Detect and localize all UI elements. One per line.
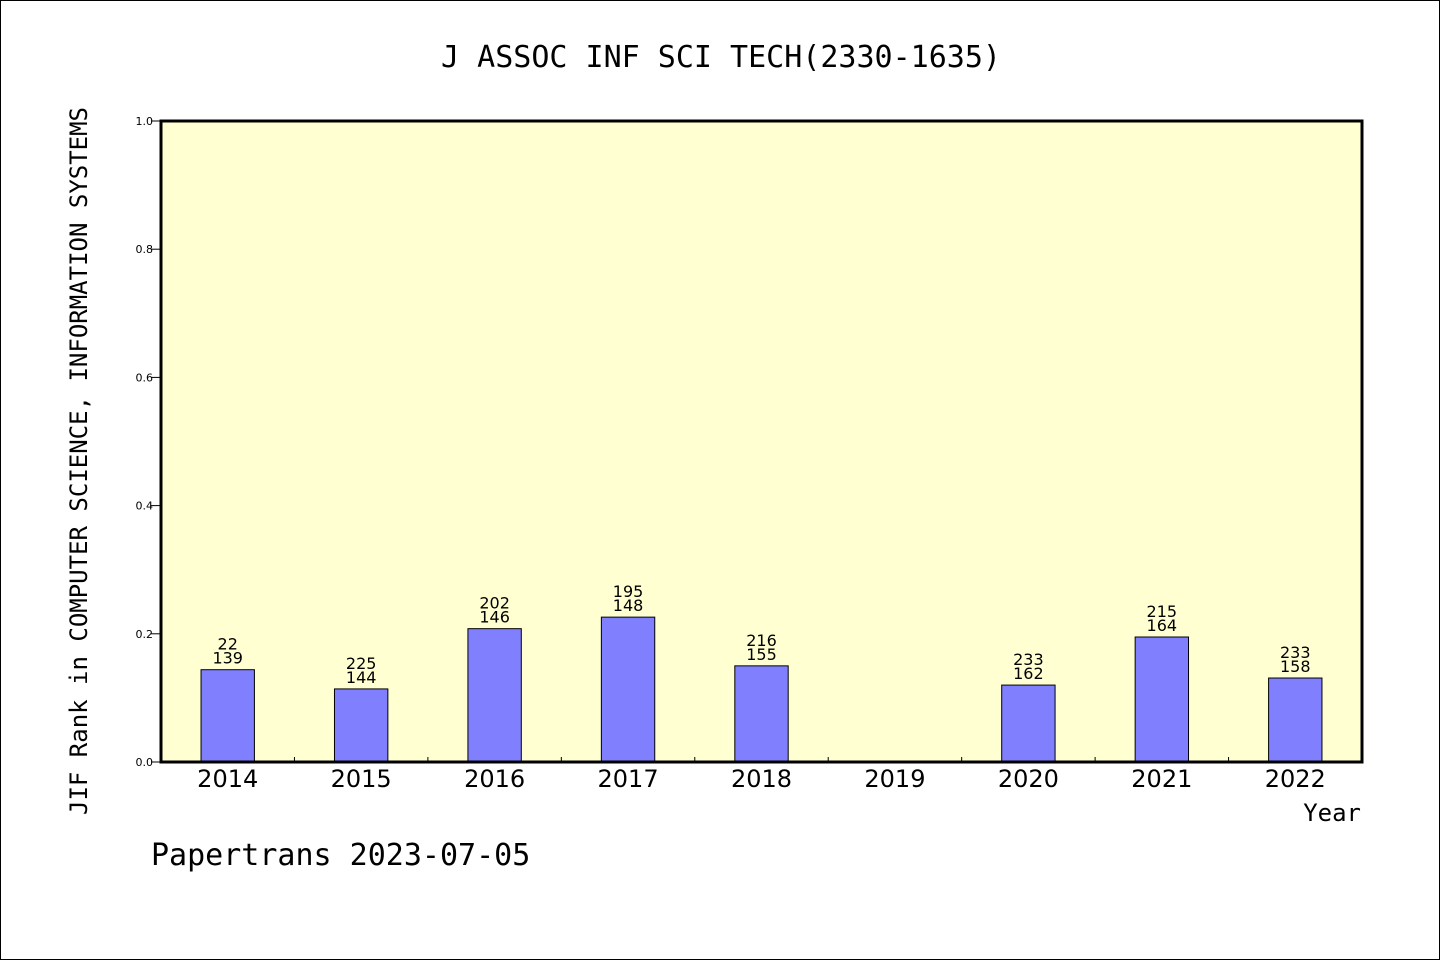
x-tick-label-2022: 2022 [1265, 765, 1326, 793]
x-tick-label-2017: 2017 [598, 765, 659, 793]
bar-rank-position-2022: 158 [1280, 657, 1311, 676]
bar-rank-total-2017: 195 [613, 582, 644, 601]
bar-2020 [1001, 684, 1056, 763]
bar-rank-position-2014: 139 [212, 649, 243, 668]
x-tick-label-2021: 2021 [1131, 765, 1192, 793]
bar-2022 [1268, 677, 1323, 763]
bar-rank-total-2014: 22 [218, 635, 238, 654]
bar-2015 [333, 688, 389, 763]
chart-title: J ASSOC INF SCI TECH(2330-1635) [441, 40, 1001, 75]
bar-rank-position-2020: 162 [1013, 664, 1044, 683]
x-tick-label-2019: 2019 [864, 765, 925, 793]
x-tick-label-2014: 2014 [197, 765, 258, 793]
bar-rank-total-2022: 233 [1280, 643, 1311, 662]
y-tick-label: 0.8 [136, 243, 154, 256]
x-tick-label-2015: 2015 [331, 765, 392, 793]
y-tick-label: 1.0 [136, 115, 154, 128]
y-tick-label: 0.2 [136, 628, 154, 641]
y-axis-label: JIF Rank in COMPUTER SCIENCE, INFORMATIO… [65, 107, 93, 815]
bar-rank-total-2018: 216 [746, 631, 777, 650]
bar-rank-total-2020: 233 [1013, 650, 1044, 669]
bar-rank-position-2015: 144 [346, 668, 377, 687]
bar-rank-position-2018: 155 [746, 645, 777, 664]
x-tick-label-2018: 2018 [731, 765, 792, 793]
bar-rank-position-2016: 146 [479, 608, 510, 627]
y-tick-label: 0.0 [136, 756, 154, 769]
y-tick-label: 0.4 [136, 500, 154, 513]
axis-layer: 2014 2015 2016 2017 2018 2019 2020 2021 2022 0.0 0… [136, 115, 1326, 793]
y-tick-label: 0.6 [136, 371, 154, 384]
bar-rank-position-2017: 148 [613, 596, 644, 615]
bar-2017 [600, 616, 656, 763]
bar-rank-total-2021: 215 [1147, 602, 1178, 621]
x-tick-label-2020: 2020 [998, 765, 1059, 793]
bar-rank-total-2016: 202 [479, 594, 510, 613]
x-axis-label: Year [1303, 799, 1361, 827]
bar-2014 [200, 669, 255, 763]
plot-border [159, 119, 1364, 764]
x-tick-label-2016: 2016 [464, 765, 525, 793]
bar-2018 [734, 665, 789, 763]
bar-2021 [1134, 636, 1190, 763]
credit-text: Papertrans 2023-07-05 [151, 838, 530, 873]
bar-rank-position-2021: 164 [1147, 616, 1178, 635]
bar-2016 [467, 628, 522, 763]
bar-rank-total-2015: 225 [346, 654, 377, 673]
